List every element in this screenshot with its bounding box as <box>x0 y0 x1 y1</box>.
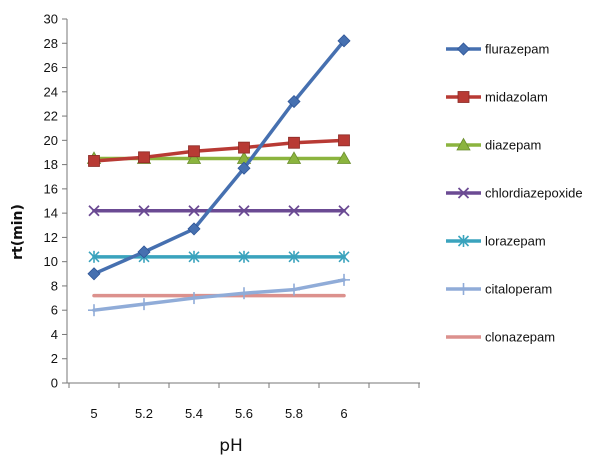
data-point-flurazepam <box>237 161 251 175</box>
y-tick-label: 16 <box>44 181 58 196</box>
x-tick-label: 6 <box>340 406 347 421</box>
series-chlordiazepoxide <box>88 205 350 217</box>
y-tick-label: 10 <box>44 254 58 269</box>
data-point-lorazepam <box>188 250 200 263</box>
series-line-citaloperam <box>92 278 346 312</box>
legend-label-midazolam: midazolam <box>485 90 548 105</box>
legend-item-lorazepam: lorazepam <box>446 234 546 249</box>
y-tick-label: 26 <box>44 60 58 75</box>
data-point-chlordiazepoxide <box>238 205 250 217</box>
x-mark-stroke <box>238 205 250 217</box>
y-tick-label: 28 <box>44 36 58 51</box>
data-point-citaloperam <box>288 283 300 296</box>
plot-area <box>86 34 352 317</box>
series-lorazepam <box>88 250 350 263</box>
data-point-flurazepam <box>287 94 301 109</box>
data-point-flurazepam <box>187 222 201 236</box>
data-point-diazepam <box>186 151 202 164</box>
legend-label-flurazepam: flurazepam <box>485 42 549 57</box>
data-point-midazolam <box>338 134 350 147</box>
y-tick-label: 18 <box>44 157 58 172</box>
y-tick-label: 2 <box>51 351 58 366</box>
legend-label-lorazepam: lorazepam <box>485 234 546 249</box>
x-mark-stroke <box>338 205 350 217</box>
data-point-chlordiazepoxide <box>138 205 150 217</box>
data-point-citaloperam <box>238 287 250 300</box>
y-tick-label: 24 <box>44 84 58 99</box>
x-tick-label: 5.8 <box>285 406 303 421</box>
data-point-citaloperam <box>188 292 200 305</box>
data-point-midazolam <box>238 141 250 154</box>
x-tick-label: 5 <box>90 406 97 421</box>
data-point-citaloperam <box>138 298 150 311</box>
y-tick-label: 0 <box>51 376 58 391</box>
legend-item-midazolam: midazolam <box>446 90 548 105</box>
data-point-citaloperam <box>88 304 100 317</box>
x-axis-title: pH <box>219 436 243 456</box>
x-tick-label: 5.4 <box>185 406 203 421</box>
x-mark-stroke <box>88 205 100 217</box>
y-tick-label: 14 <box>44 206 58 221</box>
data-point-chlordiazepoxide <box>188 205 200 217</box>
data-point-flurazepam <box>337 34 351 48</box>
legend-marker-midazolam <box>457 91 470 103</box>
series-citaloperam <box>88 273 350 317</box>
data-point-flurazepam <box>87 267 101 281</box>
data-point-lorazepam <box>88 250 100 263</box>
x-mark-stroke <box>457 187 470 199</box>
x-tick-label: 5.2 <box>135 406 153 421</box>
legend-item-chlordiazepoxide: chlordiazepoxide <box>446 186 583 201</box>
series-midazolam <box>88 134 350 167</box>
legend-marker-citaloperam <box>457 283 470 295</box>
data-point-lorazepam <box>238 250 250 263</box>
legend-label-citaloperam: citaloperam <box>485 282 552 297</box>
x-tick-label: 5.6 <box>235 406 253 421</box>
legend-item-citaloperam: citaloperam <box>446 282 552 297</box>
series-line-flurazepam <box>92 39 346 276</box>
legend-marker-diazepam <box>456 137 471 151</box>
data-point-diazepam <box>286 151 302 164</box>
data-point-midazolam <box>188 145 200 158</box>
data-point-midazolam <box>288 136 300 149</box>
series-flurazepam <box>87 34 351 281</box>
data-point-chlordiazepoxide <box>88 205 100 217</box>
x-mark-stroke <box>138 205 150 217</box>
legend-label-diazepam: diazepam <box>485 138 541 153</box>
data-point-lorazepam <box>338 250 350 263</box>
y-tick-label: 22 <box>44 109 58 124</box>
data-point-citaloperam <box>338 273 350 286</box>
data-point-midazolam <box>138 151 150 164</box>
y-tick-label: 6 <box>51 303 58 318</box>
legend-marker-flurazepam <box>456 42 471 56</box>
data-point-chlordiazepoxide <box>338 205 350 217</box>
series-line-midazolam <box>92 138 346 163</box>
legend-item-clonazepam: clonazepam <box>446 330 555 345</box>
legend-item-diazepam: diazepam <box>446 138 541 153</box>
data-point-lorazepam <box>288 250 300 263</box>
legend-label-chlordiazepoxide: chlordiazepoxide <box>485 186 583 201</box>
data-point-midazolam <box>88 155 100 167</box>
legend-label-clonazepam: clonazepam <box>485 330 555 345</box>
x-mark-stroke <box>188 205 200 217</box>
legend-marker-lorazepam <box>457 235 470 247</box>
data-point-flurazepam <box>137 245 151 259</box>
y-tick-label: 12 <box>44 230 58 245</box>
data-point-chlordiazepoxide <box>288 205 300 217</box>
y-tick-label: 30 <box>44 12 58 27</box>
y-tick-label: 8 <box>51 278 58 293</box>
x-axis: 5 5.2 5.4 5.6 5.8 6 <box>67 382 420 421</box>
legend-marker-chlordiazepoxide <box>457 187 470 199</box>
x-mark-stroke <box>288 205 300 217</box>
data-point-diazepam <box>336 151 352 164</box>
y-axis-title: rt(min) <box>10 204 26 260</box>
legend: flurazepam midazolam diazepam chlordiazepox… <box>446 42 583 345</box>
y-tick-label: 20 <box>44 133 58 148</box>
legend-item-flurazepam: flurazepam <box>446 42 549 57</box>
y-tick-label: 4 <box>51 327 58 342</box>
